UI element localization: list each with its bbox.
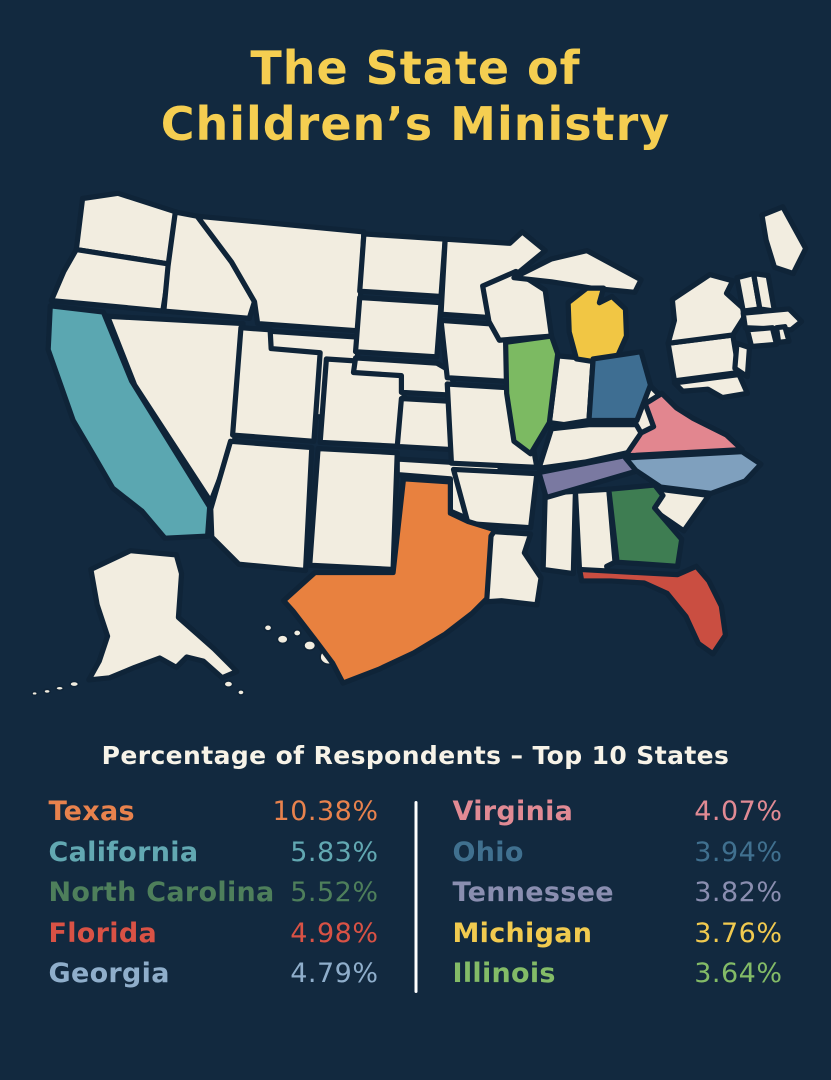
state-utah bbox=[229, 325, 323, 445]
state-new-mexico bbox=[306, 446, 400, 573]
state-value: 3.82% bbox=[694, 877, 783, 909]
state-south-dakota bbox=[352, 295, 444, 360]
state-value: 5.52% bbox=[290, 877, 379, 909]
state-north-dakota bbox=[356, 231, 448, 300]
state-new-hampshire bbox=[750, 271, 777, 314]
page-title-line2: Children’s Ministry bbox=[160, 97, 671, 152]
state-value: 5.83% bbox=[290, 836, 379, 868]
state-california bbox=[45, 303, 212, 542]
us-map bbox=[20, 186, 812, 707]
state-florida bbox=[576, 563, 728, 657]
table-row: Illinois 3.64% bbox=[453, 960, 783, 988]
state-minnesota bbox=[437, 229, 548, 323]
state-value: 4.98% bbox=[290, 917, 379, 949]
table-row: Tennessee 3.82% bbox=[453, 879, 783, 907]
table-row: Virginia 4.07% bbox=[453, 798, 783, 826]
table-title: Percentage of Respondents – Top 10 State… bbox=[101, 741, 730, 771]
table-row: California 5.83% bbox=[49, 839, 379, 867]
state-nebraska bbox=[350, 355, 460, 399]
table-row: Georgia 4.79% bbox=[49, 960, 379, 988]
table-row: North Carolina 5.52% bbox=[49, 879, 379, 907]
alaska-aleutian-islands bbox=[30, 680, 245, 697]
state-connecticut bbox=[744, 325, 779, 350]
state-new-jersey bbox=[731, 340, 752, 380]
state-name: Florida bbox=[48, 917, 157, 949]
state-name: Texas bbox=[48, 796, 135, 828]
state-value: 4.07% bbox=[694, 796, 783, 828]
state-name: California bbox=[48, 836, 199, 868]
state-virginia bbox=[622, 390, 745, 459]
table-row: Texas 10.38% bbox=[49, 798, 379, 826]
state-ohio bbox=[585, 349, 653, 424]
states-base bbox=[30, 190, 808, 697]
column-divider bbox=[414, 801, 417, 994]
state-mississippi bbox=[540, 488, 578, 577]
state-rhode-island bbox=[773, 324, 792, 346]
top-states-table: Texas 10.38% California 5.83% North Caro… bbox=[49, 798, 783, 994]
state-texas bbox=[280, 476, 498, 686]
state-michigan bbox=[565, 285, 629, 366]
state-illinois bbox=[502, 333, 560, 457]
state-maine bbox=[758, 204, 808, 277]
page-title: The State of Children’s Ministry bbox=[0, 40, 831, 152]
state-arkansas bbox=[450, 467, 539, 531]
table-column-right: Virginia 4.07% Ohio 3.94% Tennessee 3.82… bbox=[453, 798, 783, 988]
state-name: Georgia bbox=[48, 958, 170, 990]
table-row: Florida 4.98% bbox=[49, 920, 379, 948]
table-row: Ohio 3.94% bbox=[453, 839, 783, 867]
state-name: Tennessee bbox=[452, 877, 614, 909]
state-new-york bbox=[665, 272, 750, 347]
state-name: Ohio bbox=[452, 836, 524, 868]
us-map-svg bbox=[30, 190, 808, 697]
state-massachusetts bbox=[740, 306, 804, 333]
page-title-line1: The State of bbox=[250, 41, 581, 95]
state-georgia bbox=[605, 482, 684, 570]
state-name: Illinois bbox=[452, 958, 556, 990]
state-north-carolina bbox=[622, 449, 764, 497]
state-value: 10.38% bbox=[272, 796, 379, 828]
state-michigan-upper-peninsula bbox=[510, 248, 644, 296]
state-oregon bbox=[48, 247, 173, 314]
state-value: 3.64% bbox=[694, 958, 783, 990]
state-value: 3.94% bbox=[694, 836, 783, 868]
state-arizona bbox=[207, 438, 314, 574]
state-value: 4.79% bbox=[290, 958, 379, 990]
states-highlighted bbox=[45, 285, 764, 686]
state-value: 3.76% bbox=[694, 917, 783, 949]
state-alaska bbox=[85, 548, 239, 683]
state-name: Michigan bbox=[452, 917, 593, 949]
table-column-left: Texas 10.38% California 5.83% North Caro… bbox=[49, 798, 379, 988]
table-row: Michigan 3.76% bbox=[453, 920, 783, 948]
state-name: Virginia bbox=[452, 796, 574, 828]
state-maryland-delaware bbox=[671, 372, 750, 401]
state-name: North Carolina bbox=[48, 877, 275, 909]
